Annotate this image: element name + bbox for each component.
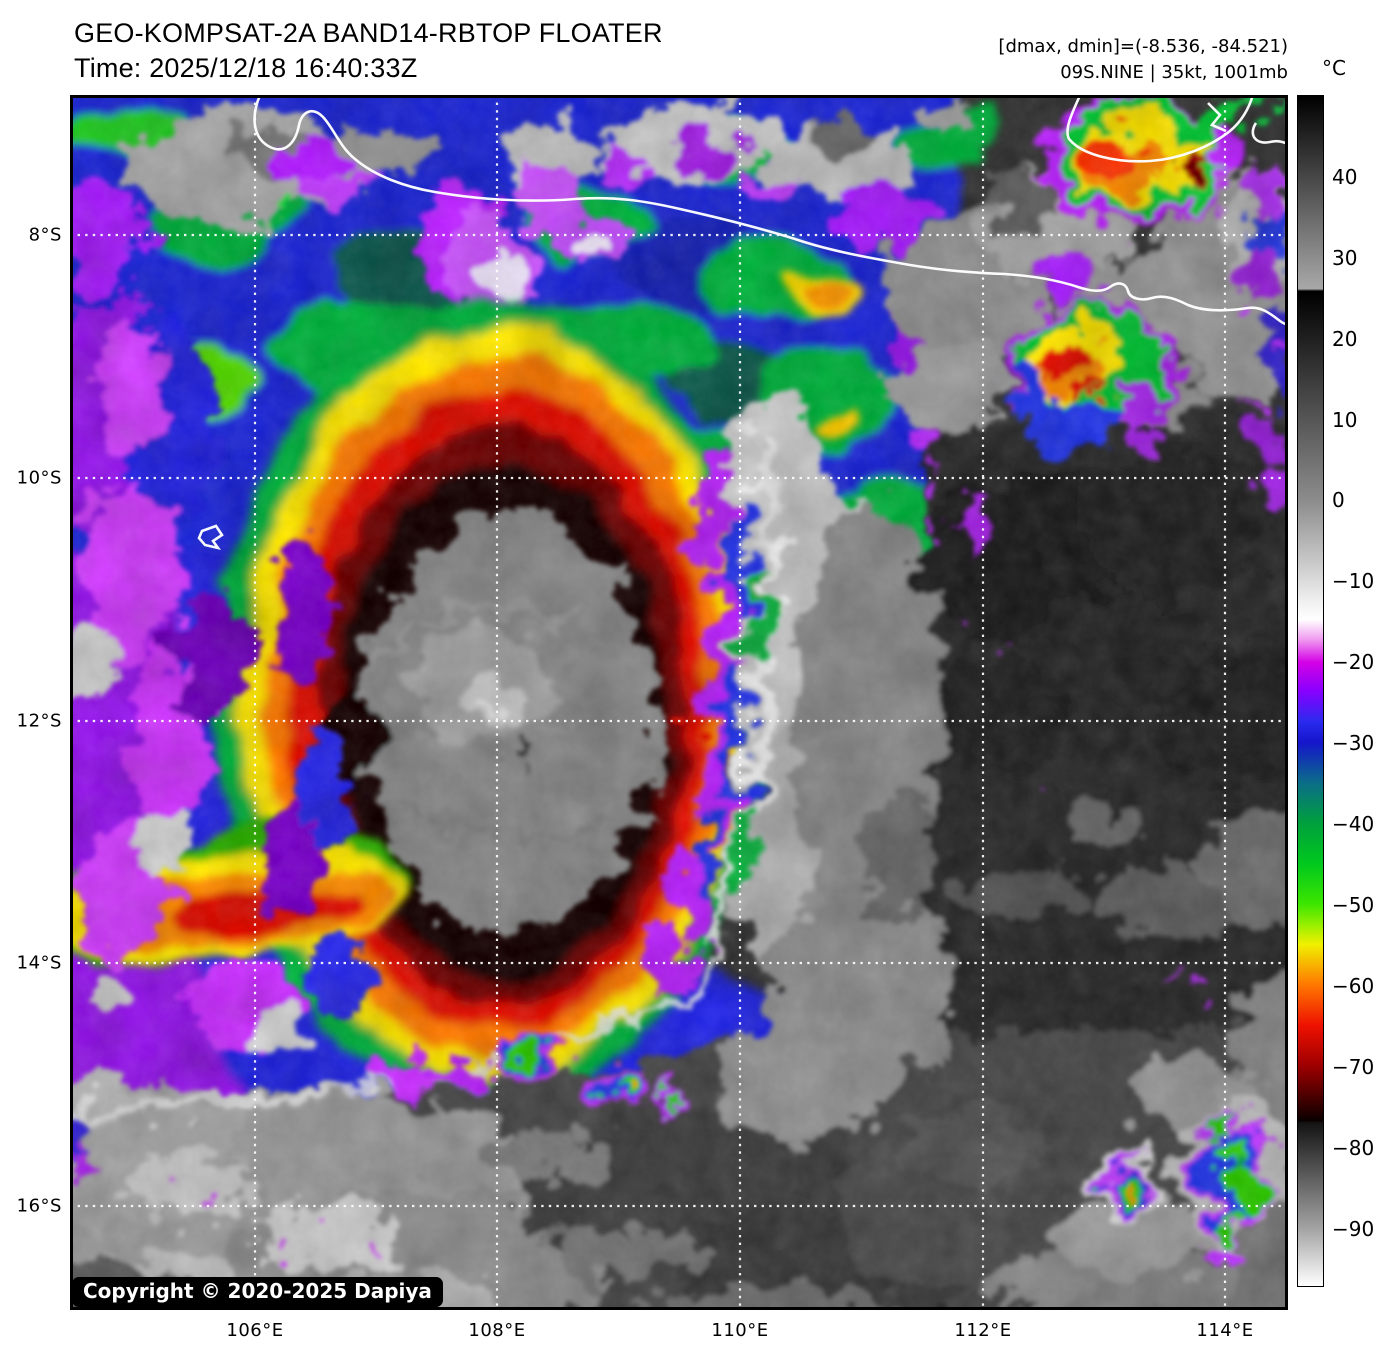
colorbar-tick-label: −90 <box>1332 1217 1375 1241</box>
lon-tick-label: 110°E <box>711 1320 769 1341</box>
lat-tick-label: 10°S <box>16 467 62 489</box>
lon-tick-label: 106°E <box>226 1320 284 1341</box>
lon-tick-label: 112°E <box>954 1320 1012 1341</box>
colorbar-tick-label: 20 <box>1332 327 1358 351</box>
colorbar-tick-label: −30 <box>1332 731 1375 755</box>
coastline <box>197 95 1288 551</box>
colorbar-tick-label: −40 <box>1332 812 1375 836</box>
colorbar-tick-label: −60 <box>1332 974 1375 998</box>
lat-tick-label: 14°S <box>16 952 62 974</box>
colorbar-tick-label: 40 <box>1332 165 1358 189</box>
colorbar <box>1297 95 1324 1287</box>
title-block: GEO-KOMPSAT-2A BAND14-RBTOP FLOATER Time… <box>74 16 663 86</box>
colorbar-tick-label: 30 <box>1332 246 1358 270</box>
colorbar-tick-label: −10 <box>1332 569 1375 593</box>
lon-tick-label: 108°E <box>468 1320 526 1341</box>
gridlines <box>70 95 1288 1310</box>
figure-title: GEO-KOMPSAT-2A BAND14-RBTOP FLOATER <box>74 18 663 48</box>
lat-tick-label: 12°S <box>16 710 62 732</box>
small-island-outline <box>197 524 224 551</box>
colorbar-tick-label: 0 <box>1332 488 1345 512</box>
lon-tick-label: 114°E <box>1196 1320 1254 1341</box>
satellite-image <box>70 95 1288 1310</box>
colorbar-tick-label: −70 <box>1332 1055 1375 1079</box>
info-block: [dmax, dmin]=(-8.536, -84.521) 09S.NINE … <box>998 34 1288 86</box>
figure-time: Time: 2025/12/18 16:40:33Z <box>74 53 418 83</box>
storm-info: 09S.NINE | 35kt, 1001mb <box>1060 62 1288 83</box>
map-border <box>70 95 1288 1310</box>
colorbar-tick-label: −80 <box>1332 1136 1375 1160</box>
lat-tick-label: 8°S <box>28 224 62 246</box>
lat-tick-label: 16°S <box>16 1195 62 1217</box>
colorbar-tick-label: −20 <box>1332 650 1375 674</box>
dmax-dmin-readout: [dmax, dmin]=(-8.536, -84.521) <box>998 36 1288 57</box>
colorbar-unit: °C <box>1322 56 1346 80</box>
copyright-badge: Copyright © 2020-2025 Dapiya <box>72 1277 443 1307</box>
satellite-map: Copyright © 2020-2025 Dapiya <box>70 95 1288 1310</box>
colorbar-tick-label: 10 <box>1332 408 1358 432</box>
noise-dark <box>70 95 1288 1310</box>
colorbar-tick-label: −50 <box>1332 893 1375 917</box>
